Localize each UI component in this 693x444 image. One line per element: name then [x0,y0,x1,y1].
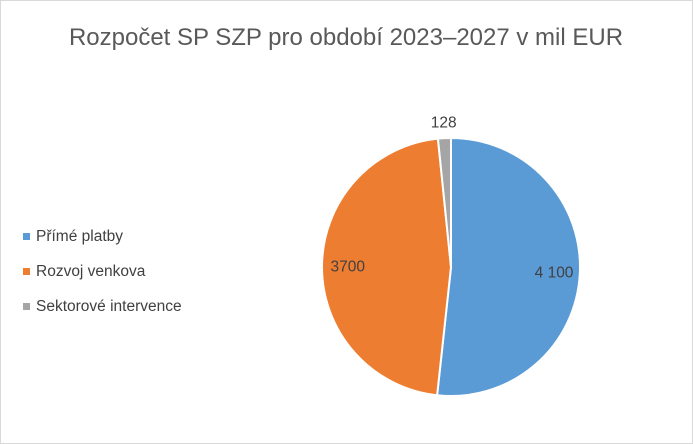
slice-prime-platby [436,136,581,397]
legend-swatch [23,268,30,275]
legend-label: Rozvoj venkova [36,262,146,280]
legend: Přímé platby Rozvoj venkova Sektorové in… [23,219,182,324]
legend-swatch [23,303,30,310]
legend-label: Přímé platby [36,227,124,245]
data-label: 3700 [331,259,366,276]
data-label: 128 [431,115,457,132]
chart-title: Rozpočet SP SZP pro období 2023–2027 v m… [68,24,624,51]
legend-label: Sektorové intervence [36,297,182,315]
pie-slices [321,136,581,397]
legend-item-sektorove-intervence: Sektorové intervence [23,289,182,324]
slice-rozvoj-venkova [321,137,453,397]
pie-data-labels: 4 100 3700 128 [331,115,574,282]
legend-swatch [23,233,30,240]
data-label: 4 100 [535,265,574,282]
legend-item-rozvoj-venkova: Rozvoj venkova [23,254,182,289]
legend-item-prime-platby: Přímé platby [23,219,182,254]
slice-sektorove-intervence [436,136,452,268]
